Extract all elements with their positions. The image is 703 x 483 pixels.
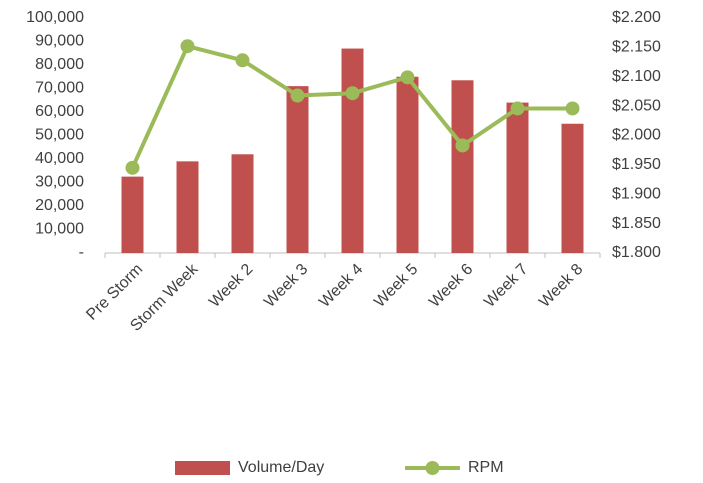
y-tick-label: 60,000 bbox=[35, 103, 84, 120]
y-tick-label: 10,000 bbox=[35, 221, 84, 238]
bar bbox=[506, 102, 529, 253]
bar bbox=[121, 176, 144, 253]
marker bbox=[180, 39, 195, 54]
x-tick-label: Week 2 bbox=[206, 261, 256, 311]
y2-tick-label: $2.150 bbox=[612, 39, 661, 56]
y-tick-label: 90,000 bbox=[35, 33, 84, 50]
y-tick-label: 80,000 bbox=[35, 56, 84, 73]
bar bbox=[451, 80, 474, 254]
x-tick-label: Week 5 bbox=[371, 261, 421, 311]
x-tick-label: Week 4 bbox=[316, 261, 366, 311]
bar bbox=[176, 161, 199, 253]
y2-tick-label: $1.950 bbox=[612, 156, 661, 173]
bar bbox=[396, 76, 419, 253]
y2-tick-label: $1.850 bbox=[612, 215, 661, 232]
marker bbox=[565, 101, 580, 116]
y2-tick-label: $2.000 bbox=[612, 127, 661, 144]
bar bbox=[341, 48, 364, 253]
y-tick-label: 20,000 bbox=[35, 197, 84, 214]
y-tick-label: 50,000 bbox=[35, 127, 84, 144]
x-tick-label: Week 7 bbox=[481, 261, 531, 311]
marker bbox=[455, 138, 470, 153]
legend-label: RPM bbox=[468, 459, 504, 476]
y-tick-label: 100,000 bbox=[26, 9, 84, 26]
y2-tick-label: $1.900 bbox=[612, 185, 661, 202]
marker bbox=[400, 70, 415, 85]
x-tick-label: Week 8 bbox=[536, 261, 586, 311]
bar bbox=[561, 123, 584, 253]
y-tick-label: 70,000 bbox=[35, 80, 84, 97]
bar bbox=[231, 154, 254, 253]
marker bbox=[345, 86, 360, 101]
legend-swatch bbox=[175, 461, 230, 475]
marker bbox=[510, 101, 525, 116]
y2-tick-label: $2.200 bbox=[612, 9, 661, 26]
legend-marker bbox=[425, 461, 440, 475]
marker bbox=[235, 53, 250, 68]
legend-label: Volume/Day bbox=[238, 459, 324, 476]
y-tick-label: 40,000 bbox=[35, 150, 84, 167]
marker bbox=[125, 160, 140, 175]
y2-tick-label: $1.800 bbox=[612, 244, 661, 261]
y-tick-label: - bbox=[79, 244, 84, 261]
y2-tick-label: $2.050 bbox=[612, 97, 661, 114]
y-tick-label: 30,000 bbox=[35, 174, 84, 191]
bar bbox=[286, 86, 309, 254]
x-tick-label: Week 3 bbox=[261, 261, 311, 311]
y2-tick-label: $2.100 bbox=[612, 68, 661, 85]
x-tick-label: Week 6 bbox=[426, 261, 476, 311]
marker bbox=[290, 88, 305, 103]
